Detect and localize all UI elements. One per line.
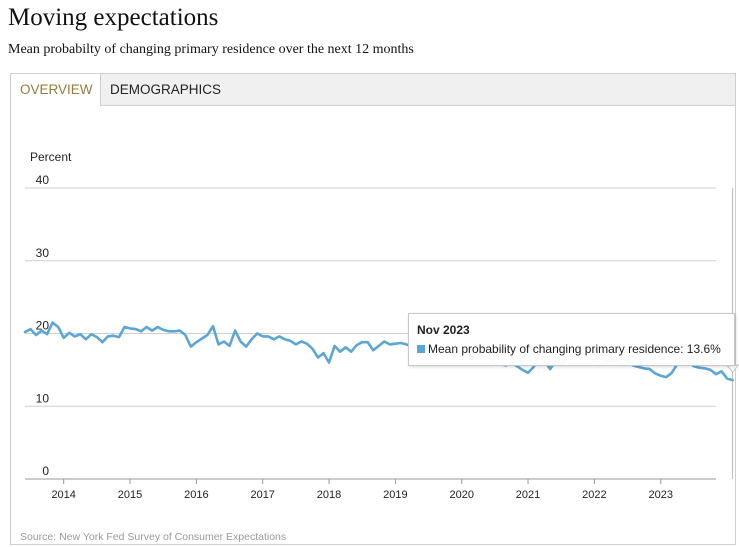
x-tick-label: 2022 — [582, 489, 606, 501]
tab-overview[interactable]: OVERVIEW — [11, 74, 101, 106]
series-swatch-icon — [417, 345, 425, 353]
x-tick-label: 2014 — [51, 489, 75, 501]
page-subtitle: Mean probabilty of changing primary resi… — [8, 42, 414, 57]
x-tick-label: 2016 — [184, 489, 208, 501]
tooltip: Nov 2023 Mean probability of changing pr… — [408, 313, 735, 366]
x-tick-label: 2018 — [317, 489, 341, 501]
y-axis-title: Percent — [30, 150, 72, 164]
x-tick-label: 2017 — [250, 489, 274, 501]
tooltip-pointer — [725, 364, 739, 373]
x-tick-label: 2023 — [648, 489, 672, 501]
x-tick-label: 2019 — [383, 489, 407, 501]
y-tick-label: 40 — [36, 173, 50, 187]
tooltip-series-label: Mean probability of changing primary res… — [428, 342, 721, 356]
source-note: Source: New York Fed Survey of Consumer … — [20, 531, 287, 543]
axes: Percent 0 10 20 30 40 2014 2015 2016 2017 2018 2019… — [25, 150, 734, 501]
tooltip-date: Nov 2023 — [417, 323, 470, 337]
y-tick-label: 10 — [36, 391, 50, 405]
tooltip-value-row: Mean probability of changing primary res… — [417, 342, 721, 356]
y-tick-label: 0 — [42, 464, 49, 478]
x-tick-label: 2020 — [449, 489, 473, 501]
y-tick-label: 30 — [36, 246, 50, 260]
tab-demographics[interactable]: DEMOGRAPHICS — [110, 82, 222, 97]
tab-bar: OVERVIEW DEMOGRAPHICS — [11, 74, 735, 106]
chart-panel: OVERVIEW DEMOGRAPHICS — [10, 73, 736, 545]
x-tick-label: 2021 — [516, 489, 540, 501]
x-tick-label: 2015 — [118, 489, 142, 501]
gridlines — [25, 187, 716, 407]
page-title: Moving expectations — [8, 4, 219, 31]
y-tick-label: 20 — [36, 319, 50, 333]
